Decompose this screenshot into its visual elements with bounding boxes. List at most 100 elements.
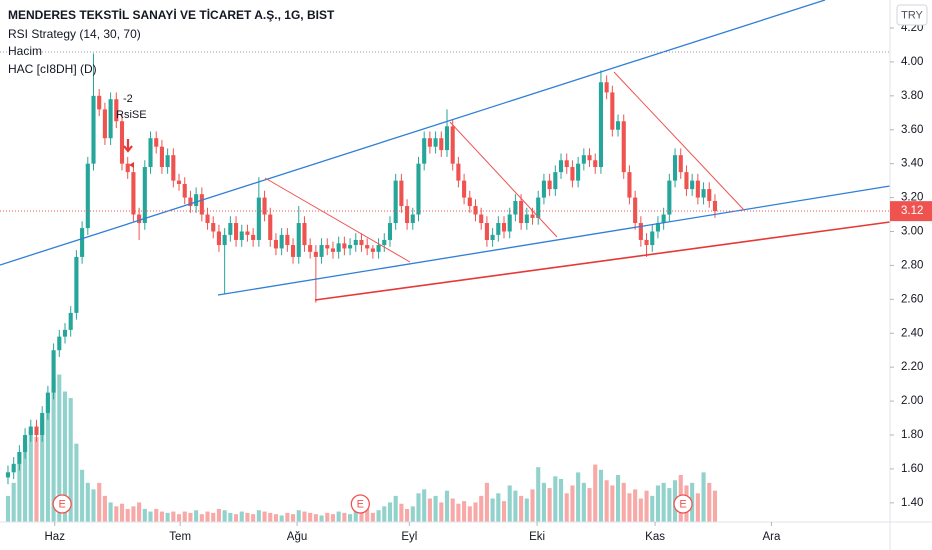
candle-body bbox=[142, 167, 147, 224]
candle-body bbox=[17, 451, 22, 464]
candle-body bbox=[673, 155, 678, 181]
candle-body bbox=[119, 121, 125, 164]
volume-bar bbox=[5, 495, 11, 522]
x-tick-label: Tem bbox=[169, 531, 191, 543]
volume-bar bbox=[222, 510, 227, 522]
candle-body bbox=[159, 146, 164, 168]
candle-body bbox=[473, 206, 478, 215]
volume-bar bbox=[131, 506, 136, 522]
volume-bar bbox=[564, 493, 569, 522]
currency-box[interactable] bbox=[896, 4, 928, 26]
trendlines bbox=[0, 0, 891, 301]
candle-body bbox=[598, 82, 603, 168]
candle-body bbox=[524, 214, 529, 224]
volume-bar bbox=[319, 515, 324, 522]
candle-body bbox=[125, 163, 130, 173]
candle-body bbox=[228, 223, 233, 235]
candle-body bbox=[342, 243, 347, 249]
candle-body bbox=[108, 99, 113, 139]
candle-body bbox=[439, 138, 444, 151]
volume-bar bbox=[450, 498, 455, 522]
candle-body bbox=[285, 234, 290, 246]
event-label: E bbox=[357, 498, 364, 510]
volume-bar bbox=[707, 482, 712, 522]
event-label: E bbox=[679, 498, 686, 510]
volume-bar bbox=[279, 515, 284, 522]
volume-bar bbox=[199, 514, 204, 522]
candle-body bbox=[615, 121, 621, 130]
volume-bar bbox=[302, 511, 307, 522]
volume-bar bbox=[365, 508, 370, 522]
volume-bar bbox=[119, 503, 125, 522]
volume-bar bbox=[353, 510, 358, 522]
volume-bar bbox=[233, 514, 239, 522]
candle-body bbox=[462, 180, 467, 198]
candle-body bbox=[148, 138, 153, 168]
candle-body bbox=[507, 214, 512, 232]
candle-body bbox=[587, 155, 592, 161]
indicator-label: Hacim bbox=[8, 44, 42, 58]
candle-body bbox=[102, 109, 107, 139]
candle-body bbox=[68, 312, 73, 330]
candle-body bbox=[171, 155, 176, 181]
candle-body bbox=[262, 197, 267, 215]
candle-body bbox=[399, 180, 404, 207]
candle-body bbox=[650, 231, 655, 246]
volume-bar bbox=[615, 475, 621, 522]
volume-bar bbox=[570, 485, 575, 522]
currency[interactable]: TRY bbox=[901, 9, 923, 21]
candle-body bbox=[519, 200, 524, 224]
last-price: 3.12 bbox=[901, 205, 923, 217]
x-tick-label: Kas bbox=[645, 531, 665, 543]
volume-bar bbox=[655, 485, 661, 522]
candle-body bbox=[216, 231, 221, 246]
candle-body bbox=[405, 206, 410, 224]
candle-body bbox=[444, 126, 450, 151]
candle-body bbox=[513, 200, 518, 215]
candle-body bbox=[57, 336, 62, 351]
candle-body bbox=[154, 138, 159, 147]
volume-bar bbox=[159, 511, 164, 522]
candle-body bbox=[176, 180, 182, 185]
volume-bar bbox=[633, 489, 638, 522]
candle-body bbox=[5, 472, 11, 478]
candle-body bbox=[387, 223, 393, 240]
candle-body bbox=[330, 248, 336, 252]
volume-bar bbox=[313, 514, 318, 522]
volume-bar bbox=[581, 482, 586, 522]
volume-bar bbox=[251, 514, 256, 522]
volume-bar bbox=[137, 502, 142, 522]
volume-bar bbox=[148, 511, 153, 522]
volume-bar bbox=[62, 391, 68, 522]
candle-body bbox=[28, 426, 33, 435]
y-tick-label: 4.00 bbox=[901, 56, 923, 68]
candle-body bbox=[633, 197, 638, 224]
event-marker bbox=[350, 494, 370, 514]
volume-bar bbox=[695, 493, 700, 522]
candle-body bbox=[416, 163, 421, 215]
candle-body bbox=[621, 121, 626, 173]
volume-bar bbox=[541, 482, 546, 522]
volume-bar bbox=[490, 498, 495, 522]
candle-body bbox=[256, 197, 261, 240]
candle-body bbox=[359, 239, 364, 246]
volume-bar bbox=[51, 378, 56, 522]
volume-bar bbox=[576, 472, 581, 522]
x-tick-label: Eyl bbox=[401, 531, 417, 543]
candle-body bbox=[564, 160, 569, 168]
volume-bar bbox=[291, 514, 296, 522]
volume-bar bbox=[547, 488, 552, 522]
volume-bar bbox=[387, 502, 393, 522]
candle-body bbox=[467, 197, 472, 207]
candle-body bbox=[268, 214, 273, 240]
volume-bar bbox=[216, 508, 221, 522]
annotation: RsiSE bbox=[116, 109, 147, 121]
volume-bar bbox=[644, 490, 649, 522]
signal-arrow bbox=[123, 139, 133, 153]
indicator-label: RSI Strategy (14, 30, 70) bbox=[8, 27, 141, 41]
y-tick-label: 2.80 bbox=[901, 259, 923, 271]
candle-body bbox=[62, 329, 68, 337]
volume-bar bbox=[712, 490, 718, 522]
volume-bar bbox=[416, 493, 421, 522]
volume-bar bbox=[40, 417, 45, 522]
